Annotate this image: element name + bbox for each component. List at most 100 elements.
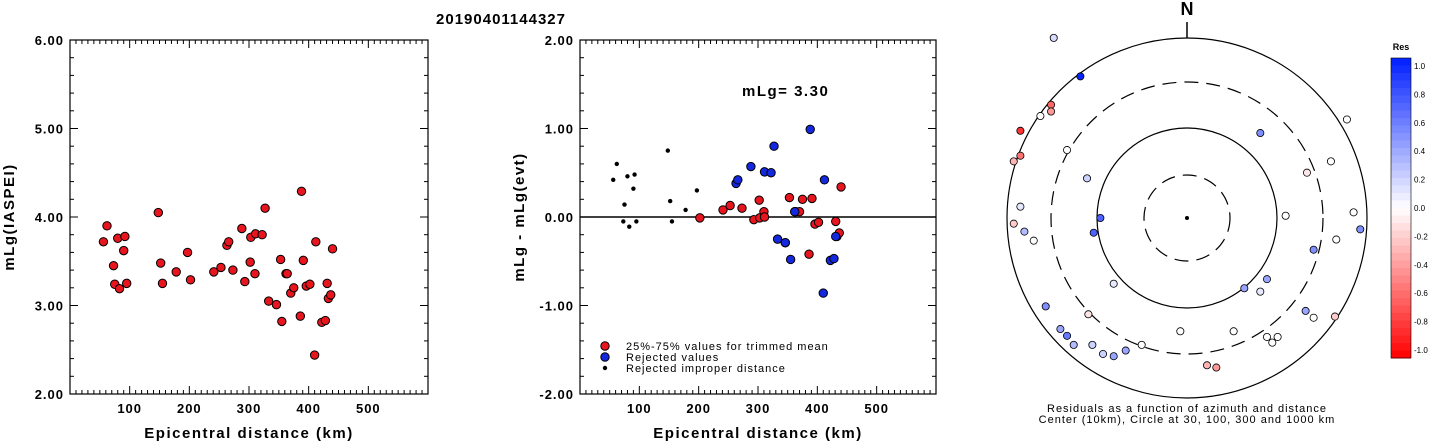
data-point (119, 245, 129, 256)
data-point (718, 205, 728, 215)
colorbar-tick-label: 0.2 (1414, 176, 1426, 185)
colorbar-swatch (1391, 178, 1411, 186)
residual-point (1083, 174, 1092, 183)
colorbar-swatch (1391, 170, 1411, 179)
colorbar-swatch (1391, 275, 1411, 284)
residual-point (1056, 325, 1065, 334)
colorbar-swatch (1391, 313, 1411, 321)
data-point (257, 230, 267, 240)
data-point (611, 177, 616, 183)
colorbar-swatch (1391, 350, 1411, 359)
x-tick-label: 200 (177, 401, 202, 416)
residual-point (1309, 313, 1318, 322)
residual-point (1229, 327, 1238, 336)
y-axis-title: mLg - mLg(evt) (511, 152, 528, 281)
data-point (836, 182, 846, 192)
colorbar-swatch (1391, 283, 1411, 291)
data-point (245, 257, 255, 267)
data-point (695, 213, 705, 223)
x-tick-label: 200 (686, 401, 711, 416)
data-point (772, 234, 783, 244)
colorbar-swatch (1391, 80, 1411, 89)
residual-point (1029, 236, 1038, 245)
data-point (296, 186, 307, 197)
data-point (804, 249, 814, 259)
colorbar-swatch (1391, 95, 1411, 104)
y-tick-label: 3.00 (35, 299, 64, 314)
data-point (108, 260, 119, 271)
legend-label: Rejected improper distance (626, 363, 786, 375)
residual-point (1302, 168, 1311, 177)
data-point (622, 202, 627, 207)
colorbar-tick-label: -0.8 (1414, 318, 1428, 327)
data-point (831, 231, 841, 242)
data-point (805, 124, 815, 135)
colorbar-tick-label: 0.0 (1414, 204, 1426, 213)
data-point (216, 262, 226, 273)
legend-marker (602, 365, 608, 371)
x-tick-label: 100 (627, 401, 652, 416)
data-point (797, 194, 808, 205)
data-point (746, 161, 756, 172)
residual-point (1041, 302, 1050, 311)
data-point (759, 212, 770, 222)
data-point (320, 315, 331, 326)
colorbar-swatch (1391, 58, 1411, 66)
residual-point (1356, 225, 1365, 234)
colorbar-tick-label: 0.4 (1414, 147, 1426, 156)
colorbar-tick-label: -0.6 (1414, 289, 1428, 298)
colorbar-swatch (1391, 193, 1411, 201)
colorbar-swatch (1391, 268, 1411, 276)
data-point (634, 219, 639, 224)
residual-point (1240, 284, 1249, 293)
legend-marker (600, 352, 610, 362)
residual-point (1256, 287, 1265, 296)
y-tick-label: 6.00 (35, 33, 64, 48)
colorbar-swatch (1391, 328, 1411, 336)
data-point (121, 278, 132, 289)
residual-point (1049, 33, 1058, 42)
residual-point (1016, 202, 1025, 211)
colorbar-frame (1390, 57, 1412, 359)
data-point (829, 253, 839, 264)
data-point (155, 258, 166, 268)
data-point (277, 316, 287, 327)
data-point (831, 216, 841, 227)
data-point (298, 255, 308, 266)
residual-point (1330, 312, 1339, 321)
legend-marker (600, 341, 610, 351)
data-point (818, 288, 828, 298)
north-label: N (1181, 0, 1194, 19)
colorbar-swatch (1391, 320, 1411, 329)
colorbar-swatch (1391, 223, 1411, 231)
x-axis-title: Epicentral distance (km) (144, 425, 353, 441)
residual-point (1262, 332, 1271, 341)
data-point (784, 192, 795, 203)
residual-point (1089, 228, 1098, 237)
panel-residual-azimuth-plot: N Residuals as a function of azimuth and … (1006, 0, 1368, 426)
residual-point (1326, 157, 1335, 166)
y-tick-label: 0.00 (545, 210, 574, 225)
residual-point (1176, 327, 1185, 336)
residual-point (1088, 340, 1097, 349)
x-tick-label: 100 (117, 401, 142, 416)
y-tick-label: 1.00 (545, 122, 574, 137)
residual-point (1202, 361, 1211, 370)
magnitude-annotation: mLg= 3.30 (742, 83, 829, 100)
colorbar-swatch (1391, 298, 1411, 306)
residual-point (1273, 332, 1282, 341)
data-point (326, 290, 336, 300)
caption-line: Center (10km), Circle at 30, 100, 300 an… (1039, 414, 1336, 426)
residual-point (1342, 115, 1351, 124)
data-point (114, 283, 125, 294)
data-point (807, 193, 817, 204)
center-point (1185, 216, 1189, 220)
residual-point (1309, 245, 1318, 254)
data-point (614, 161, 619, 167)
colorbar-swatch (1391, 133, 1411, 141)
ring-30km (1143, 174, 1231, 262)
data-point (327, 244, 338, 254)
colorbar-tick-label: 0.8 (1414, 90, 1426, 99)
residual-point (1268, 338, 1277, 347)
x-tick-label: 300 (746, 401, 771, 416)
